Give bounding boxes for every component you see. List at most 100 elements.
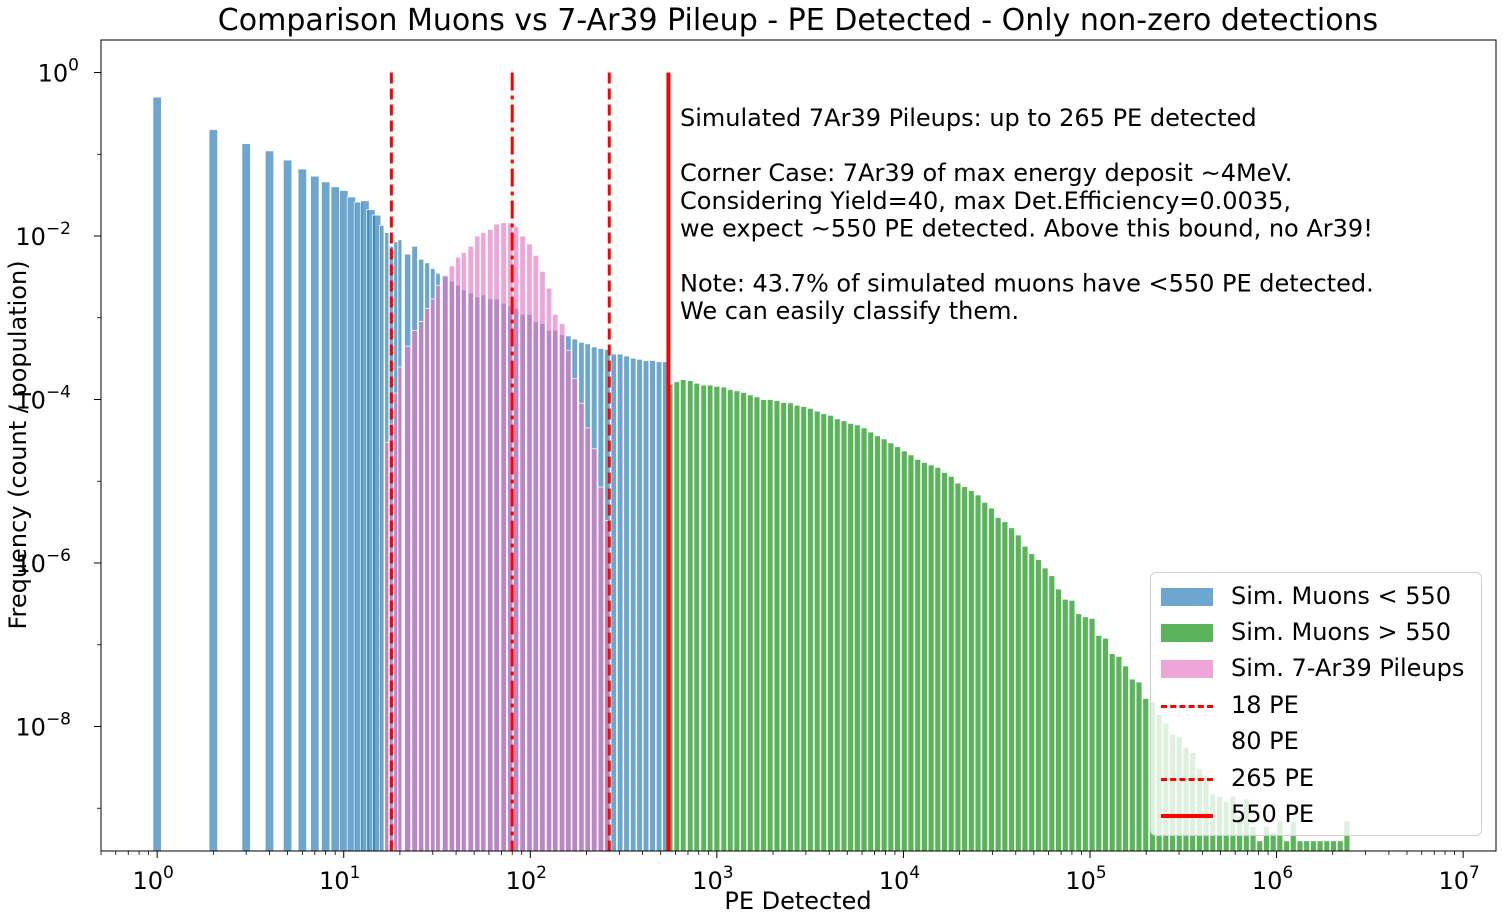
bar [1008,527,1015,852]
bar [597,486,605,852]
plot-frame [100,39,1497,852]
bar [310,175,320,852]
bar [320,181,331,852]
bar [766,399,774,852]
bar [1256,840,1264,852]
bar [947,475,955,852]
legend-item-265pe: 265 PE [1151,761,1481,797]
x-tick-label: 102 [506,863,547,895]
bar [460,252,467,852]
bar [733,390,741,852]
x-tick-label: 101 [319,863,360,895]
bar [404,345,412,852]
bar [713,385,721,852]
x-tick-label: 106 [1252,863,1293,895]
bar [397,366,403,852]
bar [727,389,734,852]
bar [894,446,901,852]
bar [700,384,707,852]
bar [1095,635,1103,852]
legend: Sim. Muons < 550 Sim. Muons > 550 Sim. 7… [1150,572,1482,836]
legend-item-80pe: 80 PE [1151,724,1481,760]
y-tick-label: 10−6 [15,546,71,578]
bar [552,313,559,852]
bar [1102,637,1109,852]
bar [558,323,566,852]
legend-label-550pe: 550 PE [1231,800,1315,828]
bar [393,392,399,852]
bar [584,427,591,852]
y-tick-label: 10−8 [15,710,71,742]
bar [827,414,834,852]
bar [954,482,962,852]
bar [833,418,841,852]
bar [430,298,436,852]
bar [1075,613,1082,852]
y-tick-label: 100 [38,56,79,88]
bar [623,355,630,852]
y-axis-label: Frequency (count / population) [4,260,32,629]
bar [532,254,539,852]
bar [853,424,861,852]
bar [807,407,814,852]
bar [500,222,507,852]
bar [1323,840,1331,852]
bar [1014,534,1022,852]
bar [545,287,553,852]
bar [974,494,982,852]
bar [780,402,787,852]
bar [1128,678,1136,852]
bar [740,392,747,852]
bar [874,435,881,852]
bar [1088,618,1096,852]
bar [424,308,431,852]
bar [339,190,349,852]
bar [264,150,275,852]
bar [1336,840,1344,852]
bar [1048,575,1056,852]
bar [787,402,794,852]
bar [629,357,637,852]
legend-swatch-muons-high [1161,624,1213,642]
x-tick-label: 107 [1438,863,1479,895]
bar [1001,521,1009,852]
annotation-line: Considering Yield=40, max Det.Efficiency… [680,187,1291,215]
bar [800,406,808,852]
bar [1068,599,1076,852]
bar [384,441,390,852]
bar [152,96,162,852]
legend-item-muons-low: Sim. Muons < 550 [1151,579,1481,615]
annotation-line: we expect ~550 PE detected. Above this b… [680,214,1373,242]
bar [519,235,526,852]
bar [693,382,700,852]
bar [887,442,895,852]
bar [1122,665,1129,852]
bar [208,129,218,852]
bar [1041,567,1049,852]
legend-label-265pe: 265 PE [1231,764,1315,792]
legend-label-muons-low: Sim. Muons < 550 [1231,582,1452,610]
bar [467,245,475,852]
bar [1283,840,1290,852]
legend-item-ar39: Sim. 7-Ar39 Pileups [1151,651,1481,687]
legend-label-muons-high: Sim. Muons > 550 [1231,618,1452,646]
bar [474,235,481,852]
bar [1061,598,1069,852]
bar [907,454,915,852]
bar [539,270,546,852]
legend-label-18pe: 18 PE [1231,691,1299,719]
bar [590,448,598,852]
bar [914,459,922,852]
bar [1035,559,1042,852]
legend-label-ar39: Sim. 7-Ar39 Pileups [1231,654,1465,682]
bar [330,186,340,852]
legend-swatch-muons-low [1161,588,1213,606]
bar [441,274,449,852]
bar [435,284,441,852]
bar [282,159,293,852]
legend-item-muons-high: Sim. Muons > 550 [1151,615,1481,651]
bar [411,330,418,852]
bar [840,420,848,852]
bar [578,402,585,852]
legend-line-18pe [1161,705,1213,708]
